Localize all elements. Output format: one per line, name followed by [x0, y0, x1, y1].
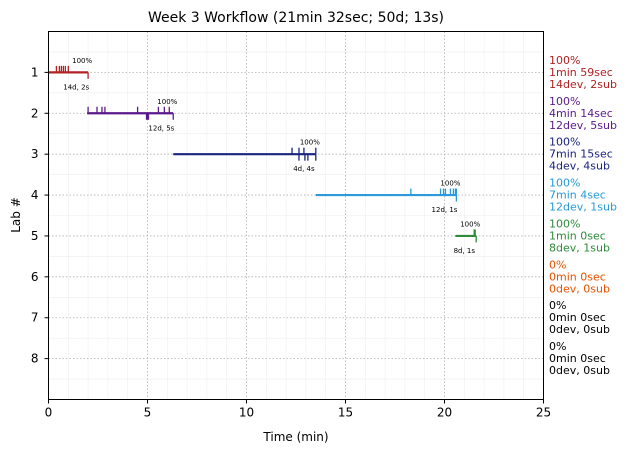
- percent-label: 100%: [157, 98, 177, 106]
- mini-count-label: 14d, 2s: [63, 83, 89, 91]
- y-tick-label: 2: [31, 106, 39, 120]
- stat-counts: 0dev, 0sub: [549, 323, 610, 336]
- stat-percent: 100%: [549, 95, 580, 108]
- y-tick-label: 1: [31, 65, 39, 79]
- mini-count-label: 8d, 1s: [454, 247, 476, 255]
- lab-1-timeline: 100% 14d, 2s: [48, 57, 93, 91]
- stat-percent: 100%: [549, 136, 580, 149]
- x-tick-label: 5: [144, 406, 152, 420]
- stat-counts: 14dev, 2sub: [549, 78, 617, 91]
- lab-4-timeline: 100% 12d, 1s: [315, 180, 461, 214]
- grid: [48, 31, 544, 400]
- y-tick-label: 6: [31, 270, 39, 284]
- stat-time: 1min 59sec: [549, 66, 613, 79]
- stat-time: 0min 0sec: [549, 352, 606, 365]
- stat-percent: 100%: [549, 217, 580, 230]
- y-axis-label: Lab #: [9, 197, 23, 233]
- x-axis-ticks: 0 5 10 15 20 25: [45, 399, 551, 420]
- chart-title: Week 3 Workflow (21min 32sec; 50d; 13s): [148, 10, 444, 26]
- y-tick-label: 4: [31, 188, 39, 202]
- percent-label: 100%: [460, 220, 480, 228]
- stat-time: 0min 0sec: [549, 270, 606, 283]
- plot-frame: [48, 31, 544, 400]
- stat-percent: 0%: [549, 340, 566, 353]
- mini-count-label: 12d, 1s: [432, 206, 458, 214]
- stat-time: 0min 0sec: [549, 311, 606, 324]
- mini-count-label: 4d, 4s: [293, 165, 315, 173]
- stat-time: 4min 14sec: [549, 107, 613, 120]
- y-axis-ticks: 1 2 3 4 5 6 7 8: [31, 65, 49, 366]
- stat-time: 1min 0sec: [549, 229, 606, 242]
- lab-5-timeline: 100% 8d, 1s: [454, 220, 481, 255]
- stat-time: 7min 15sec: [549, 148, 613, 161]
- stat-counts: 8dev, 1sub: [549, 241, 610, 254]
- stat-percent: 0%: [549, 258, 566, 271]
- x-tick-label: 15: [338, 406, 353, 420]
- percent-label: 100%: [72, 57, 92, 65]
- stat-time: 7min 4sec: [549, 189, 606, 202]
- stat-counts: 0dev, 0sub: [549, 282, 610, 295]
- stat-counts: 0dev, 0sub: [549, 364, 610, 377]
- percent-label: 100%: [440, 180, 460, 188]
- x-tick-label: 0: [45, 406, 53, 420]
- stat-percent: 100%: [549, 177, 580, 190]
- stat-percent: 100%: [549, 54, 580, 67]
- stat-percent: 0%: [549, 299, 566, 312]
- stat-counts: 12dev, 5sub: [549, 119, 617, 132]
- percent-label: 100%: [300, 139, 320, 147]
- mini-count-label: 12d, 5s: [148, 124, 174, 132]
- x-tick-label: 10: [239, 406, 254, 420]
- x-axis-label: Time (min): [262, 430, 328, 444]
- y-tick-label: 7: [31, 311, 39, 325]
- stat-counts: 4dev, 4sub: [549, 160, 610, 173]
- y-tick-label: 3: [31, 147, 39, 161]
- stat-counts: 12dev, 1sub: [549, 201, 617, 214]
- y-tick-label: 8: [31, 352, 39, 366]
- lab-3-timeline: 100% 4d, 4s: [173, 139, 320, 173]
- y-tick-label: 5: [31, 229, 39, 243]
- lab-2-timeline: 100% 12d, 5s: [87, 98, 178, 132]
- x-tick-label: 25: [536, 406, 551, 420]
- x-tick-label: 20: [437, 406, 452, 420]
